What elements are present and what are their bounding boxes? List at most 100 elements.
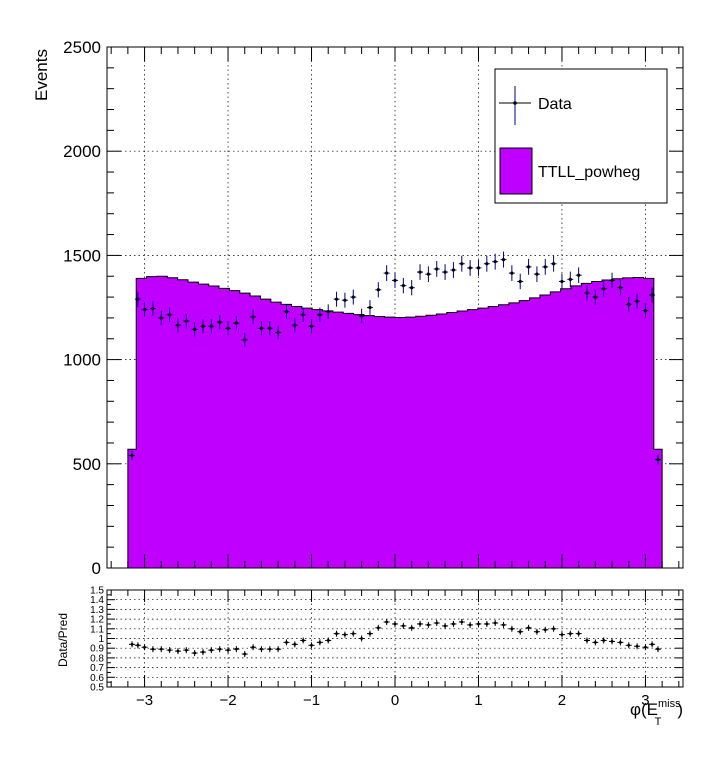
x-axis-label: φ(Emiss T) [630,698,683,728]
data-points [129,251,661,465]
data-point [130,453,134,458]
data-point [426,272,430,276]
mc-bin [622,277,634,568]
mc-bin [550,291,562,568]
top-y-tick-label: 500 [73,455,101,474]
ratio-y-tick-label: 1.4 [90,595,104,606]
mc-bin [436,313,448,568]
ratio-y-tick-label: 0.8 [90,653,104,664]
ratio-point [452,622,455,626]
mc-bin [602,279,613,568]
mc-bin [208,286,220,568]
ratio-point [285,640,288,644]
data-point [485,262,489,266]
data-point [518,279,522,284]
data-point [526,265,531,269]
ratio-point [656,647,660,651]
data-point [142,307,147,312]
data-point [460,262,464,266]
ratio-point [218,647,222,651]
ratio-point [368,632,372,636]
mc-bin [239,293,251,568]
ratio-point [260,647,263,651]
ratio-point [585,639,589,642]
ratio-point [393,622,397,626]
data-point [610,278,614,283]
ratio-points [129,619,661,658]
mc-bin [581,283,593,568]
data-point [635,299,639,303]
ratio-point [268,647,272,651]
mc-bin [167,277,179,568]
ratio-point [426,623,430,627]
ratio-point [343,633,347,637]
ratio-point [485,622,489,626]
data-point [401,284,405,288]
ratio-point [143,645,146,649]
data-point [176,323,180,327]
mc-bin [395,317,406,568]
legend-mc-swatch [499,147,533,195]
x-tick-label: 0 [391,692,399,709]
mc-bin [322,310,334,568]
ratio-point [243,652,247,656]
data-point [577,273,581,277]
data-point [493,260,497,264]
mc-bin [312,309,323,568]
data-point [284,310,289,314]
ratio-point [644,645,647,649]
data-point [360,314,364,318]
ratio-point [568,632,572,636]
mc-bin [250,296,261,568]
data-point [259,326,264,330]
ratio-point [468,623,472,627]
data-point [650,293,654,297]
data-point [585,291,589,295]
data-point [643,309,648,313]
data-point [168,313,172,317]
mc-bin [477,308,489,568]
ratio-point [385,620,389,624]
mc-bin [653,449,663,568]
ratio-y-tick-label: 0.7 [90,663,104,674]
data-point [243,338,247,342]
mc-bin [127,449,137,568]
data-point [568,277,572,281]
ratio-point [627,643,631,647]
mc-bin [136,278,147,568]
data-point [251,315,255,319]
data-point [476,266,481,270]
data-point [510,271,514,275]
data-point [393,278,397,283]
ratio-point [602,639,606,642]
ratio-point [351,632,355,636]
data-point [543,265,547,269]
data-point [326,310,330,314]
mc-bin [177,279,189,568]
ratio-y-tick-label: 1.1 [90,624,104,635]
ratio-point [276,647,280,651]
x-tick-label: 2 [558,692,566,709]
data-point [226,326,230,330]
mc-bin [426,315,437,568]
x-tick-label: 1 [474,692,482,709]
ratio-point [443,624,447,628]
mc-outline [127,275,663,568]
x-axis-label-subscript: T [655,716,662,728]
ratio-point [310,643,313,647]
mc-bin [156,276,168,568]
mc-bin [198,284,210,568]
top-y-tick-label: 0 [92,559,101,578]
x-axis-label-close: ) [677,700,683,719]
mc-bin [633,277,644,568]
mc-bin [591,281,603,568]
data-point [293,323,297,327]
top-y-tick-label: 1000 [63,351,101,370]
mc-bin [384,317,396,568]
ratio-point [151,647,155,651]
mc-bin [643,278,655,568]
ratio-point [318,640,322,644]
x-axis-label-main: φ(E [630,700,658,719]
data-point [385,271,389,275]
